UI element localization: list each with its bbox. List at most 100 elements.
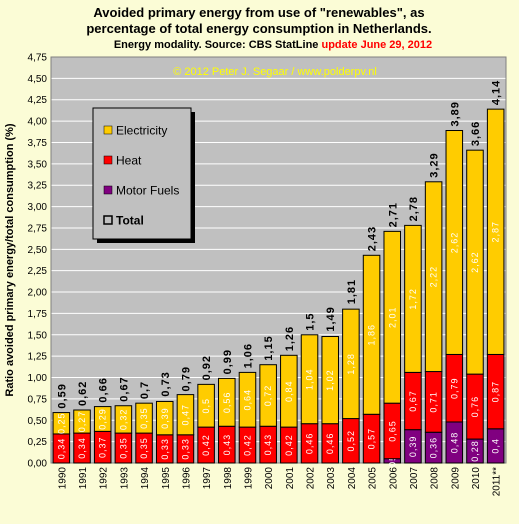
segment-value-label: 0,32 [118,409,128,431]
segment-value-label: 1,86 [367,324,377,346]
legend-swatch [103,125,113,135]
segment-value-label: 0,47 [180,404,190,426]
y-tick-label: 3,00 [28,202,48,213]
total-value-label: 0,67 [118,376,130,401]
bar-segment [197,383,215,428]
total-value-label: 1,81 [346,279,358,304]
y-tick-label: 1,50 [28,330,48,341]
y-tick-labels: 0,00 0,25 0,50 0,75 1,00 1,25 1,50 1,75 2,00 2,25… [28,53,48,470]
y-tick-label: 3,50 [28,159,48,170]
y-tick-label: 0,75 [28,394,48,405]
segment-value-label: 0,39 [160,407,170,429]
segment-value-label: 1,72 [408,288,418,310]
bar-segment [342,308,360,420]
legend-label: Heat [116,154,142,168]
x-tick-label: 2007 [409,467,420,490]
legend-swatch [103,215,113,225]
total-value-label: 0,7 [139,381,151,399]
bar-segment [321,335,339,425]
segment-value-label: 2,22 [429,266,439,288]
copyright-note: © 2012 Peter J. Segaar / www.polderpv.nl [173,66,377,78]
x-tick-label: 1994 [140,467,151,490]
legend-swatch [103,185,113,195]
y-tick-label: 0,50 [28,416,48,427]
chart-update-date: update June 29, 2012 [321,39,432,51]
segment-value-label: 0,46 [325,433,335,455]
segment-value-label: 0,64 [242,389,252,411]
segment-value-label: 1,28 [346,353,356,375]
x-tick-label: 2010 [471,467,482,490]
bar-segment [135,402,153,434]
x-tick-label: 1991 [78,467,89,490]
x-tick-label: 2003 [326,467,337,490]
segment-value-label: 2,62 [449,232,459,254]
x-tick-label: 2000 [264,467,275,490]
segment-value-label: 2,87 [491,221,501,243]
total-value-label: 0,92 [201,355,213,380]
legend-swatch [103,155,113,165]
segment-value-label: 0,35 [118,437,128,459]
y-tick-label: 1,00 [28,373,48,384]
chart-title: Avoided primary energy from use of "rene… [93,5,424,20]
y-tick-label: 3,25 [28,181,48,192]
segment-value-label: 0,42 [284,434,294,456]
segment-value-label: 0,34 [77,437,87,459]
segment-value-label: 0,43 [263,434,273,456]
bar-segment [73,409,91,434]
segment-value-label: 0,35 [139,437,149,459]
segment-value-label: 0,43 [222,434,232,456]
total-value-label: 2,78 [408,196,420,221]
x-tick-label: 2004 [347,467,358,490]
bar-segment [424,181,443,373]
segment-value-label: 0,35 [139,407,149,429]
y-tick-label: 2,50 [28,245,48,256]
segment-value-label: 0,25 [56,412,66,434]
bar-segment [404,224,422,373]
y-tick-label: 0,00 [28,459,48,470]
segment-value-label: 05 [387,455,397,467]
chart-source-line: Energy modality. Source: CBS StatLine up… [114,39,432,51]
legend: Electricity Heat Motor Fuels Total [92,107,195,243]
y-tick-label: 2,00 [28,288,48,299]
bar-segment [155,400,174,436]
bar-segment [362,254,381,415]
x-tick-label: 2006 [388,467,399,490]
x-tick-label: 2005 [368,467,379,490]
total-value-label: 0,66 [98,377,110,402]
bar-segment [383,230,402,404]
segment-value-label: 0,34 [56,438,66,460]
x-tick-label: 1993 [119,467,130,490]
x-tick-label: 2001 [285,467,296,490]
total-value-label: 1,26 [284,326,296,351]
segment-value-label: 0,5 [201,398,211,414]
segment-value-label: 1,04 [305,368,315,390]
bar-segment [280,354,298,428]
x-tick-label: 2011** [492,467,503,496]
y-tick-label: 4,75 [28,53,48,64]
legend-label: Total [116,214,144,228]
bar-segment [466,149,484,375]
y-tick-label: 4,00 [28,117,48,128]
segment-value-label: 0,37 [98,436,108,458]
total-value-label: 3,29 [429,152,441,177]
segment-value-label: 0,29 [98,408,108,430]
segment-value-label: 1,02 [325,369,335,391]
segment-value-label: 0,56 [222,392,232,414]
x-tick-label: 1995 [161,467,172,490]
y-tick-label: 0,25 [28,437,48,448]
segment-value-label: 0,4 [491,438,501,454]
total-value-label: 0,62 [77,381,89,406]
segment-value-label: 0,42 [242,434,252,456]
segment-value-label: 0,46 [305,433,315,455]
y-tick-label: 1,75 [28,309,48,320]
total-value-label: 2,43 [367,226,379,251]
segment-value-label: 0,42 [201,434,211,456]
bar-segment [114,405,133,434]
x-tick-label: 1996 [181,467,192,490]
total-value-label: 3,66 [470,121,482,146]
total-value-label: 3,89 [449,101,461,126]
y-tick-label: 4,50 [28,74,48,85]
total-value-label: 2,71 [387,202,399,227]
